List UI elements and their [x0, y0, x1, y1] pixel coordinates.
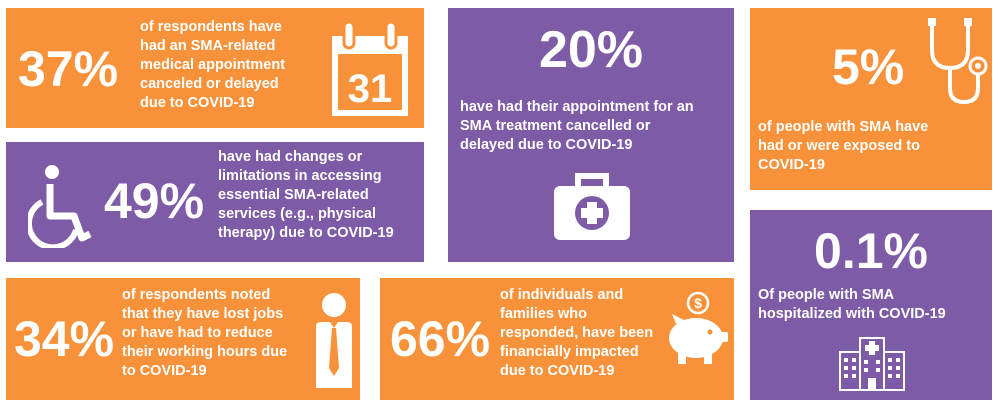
stat-value: 20% — [538, 21, 644, 79]
stat-value: 0.1% — [814, 223, 928, 279]
stat-tile-hospitalized: 0.1% Of people with SMA hospitalized wit… — [750, 210, 992, 400]
stat-description: have had their appointment for an SMA tr… — [460, 99, 694, 153]
stat-description: have had changes or limitations in acces… — [218, 149, 394, 241]
stethoscope-icon — [924, 16, 988, 108]
stat-tile-jobs: 34% of respondents noted that they have … — [6, 278, 360, 400]
stat-value: 34% — [14, 311, 115, 367]
stat-description: of individuals and families who responde… — [500, 287, 654, 379]
stat-tile-appointments: 37% of respondents have had an SMA-relat… — [6, 8, 424, 128]
dollar-sign: $ — [694, 295, 702, 311]
medical-kit-icon — [552, 170, 632, 242]
stat-description: of respondents noted that they have lost… — [122, 287, 288, 379]
calendar-icon: 31 — [328, 18, 412, 118]
stat-description: Of people with SMA hospitalized with COV… — [758, 287, 946, 322]
wheelchair-icon — [28, 164, 100, 248]
calendar-day-number: 31 — [348, 67, 393, 111]
stat-description: of people with SMA have had or were expo… — [758, 119, 929, 173]
stat-tile-financial: 66% of individuals and families who resp… — [380, 278, 734, 400]
stat-value: 66% — [390, 311, 491, 367]
stat-value: 49% — [104, 173, 205, 229]
stat-value: 37% — [18, 41, 119, 97]
stat-tile-treatment: 20% have had their appointment for an SM… — [448, 8, 734, 262]
businessman-icon — [312, 292, 356, 390]
stat-value: 5% — [832, 39, 905, 95]
stat-description: of respondents have had an SMA-related m… — [140, 19, 286, 111]
hospital-icon — [838, 328, 906, 392]
stat-tile-services: 49% have had changes or limitations in a… — [6, 142, 424, 262]
stat-tile-exposed: 5% of people with SMA have had or were e… — [750, 8, 992, 190]
piggy-bank-icon: $ — [664, 290, 730, 370]
